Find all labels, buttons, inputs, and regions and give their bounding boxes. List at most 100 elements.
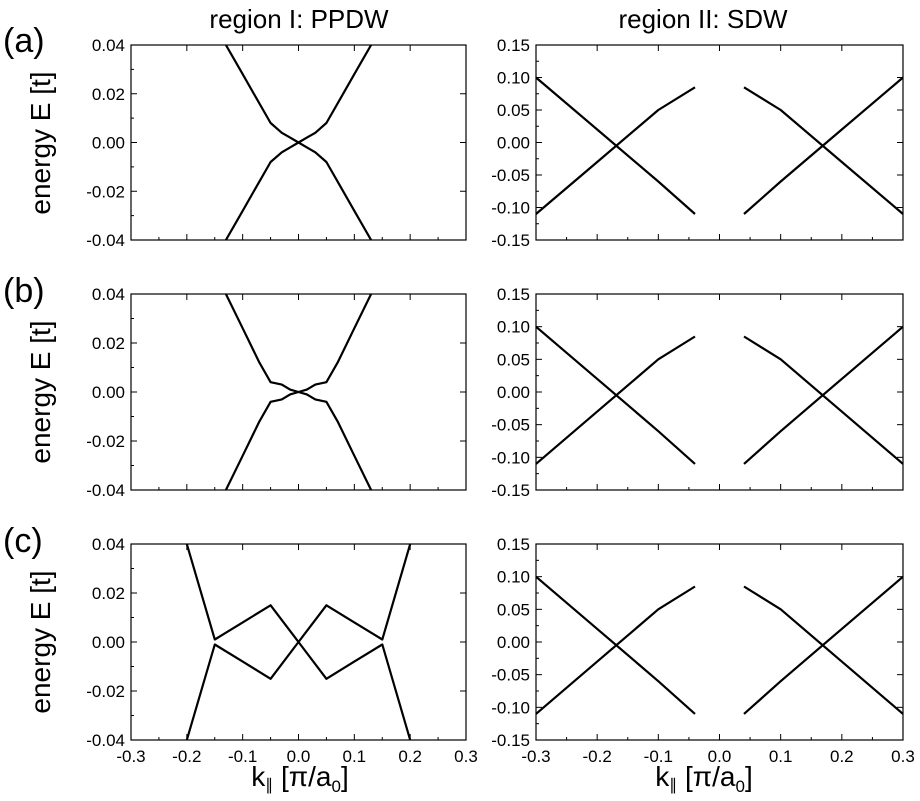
xtick-label: -0.2 — [583, 747, 612, 766]
ytick-label: -0.02 — [86, 682, 125, 701]
xlabel-right: k∥ [π/a0] — [655, 761, 752, 796]
ytick-label: 0.10 — [497, 318, 530, 337]
series-line-1 — [536, 325, 696, 465]
ytick-label: 0.02 — [92, 334, 125, 353]
xlabel-right-close: ] — [745, 761, 753, 792]
ytick-label: -0.05 — [491, 666, 530, 685]
plot-frame — [535, 44, 904, 241]
series-line-4 — [743, 335, 903, 465]
ytick-label: -0.10 — [491, 698, 530, 717]
plot-frame — [130, 293, 467, 491]
panel-1: 0.04 0.02 0.00 -0.02 -0.04 — [86, 36, 467, 250]
panel-4: 0.15 0.10 0.05 0.00 -0.05 -0.10 -0.15 — [491, 285, 904, 500]
ytick-label: -0.04 — [86, 731, 125, 750]
ytick-label: 0.02 — [92, 85, 125, 104]
series-group — [536, 76, 903, 215]
plot-frame — [535, 293, 904, 491]
xlabel-left-bracket: [π/a — [273, 761, 332, 792]
ytick-label: -0.15 — [491, 481, 530, 500]
ytick-label: 0.15 — [497, 535, 530, 554]
series-group — [536, 575, 903, 715]
ytick-label: -0.04 — [86, 481, 125, 500]
series-line-2 — [536, 585, 696, 715]
plot-frame — [130, 543, 467, 741]
xlabel-left-sub: ∥ — [265, 777, 273, 794]
series-line-4 — [743, 585, 903, 715]
ytick-label: 0.15 — [497, 285, 530, 304]
series-line-3 — [743, 76, 903, 215]
panel-label-b: (b) — [3, 272, 45, 310]
xlabel-left-close: ] — [341, 761, 349, 792]
ylabel-b: energy E [t] — [25, 320, 56, 463]
xtick-label: 0.1 — [769, 747, 793, 766]
series-line-1 — [536, 575, 696, 715]
col-title-right: region II: SDW — [618, 4, 788, 34]
series-line-3 — [743, 325, 903, 465]
xtick-label: -0.1 — [644, 747, 673, 766]
series-line-2 — [536, 335, 696, 465]
ylabel-c: energy E [t] — [25, 570, 56, 713]
ytick-label: -0.04 — [86, 231, 125, 250]
plot-frame — [535, 543, 904, 741]
panel-label-c: (c) — [3, 522, 43, 560]
ytick-label: 0.05 — [497, 101, 530, 120]
ytick-label: 0.00 — [92, 633, 125, 652]
ytick-label: 0.00 — [497, 383, 530, 402]
xtick-label: 0.3 — [454, 747, 478, 766]
series-group — [185, 544, 412, 740]
xlabel-left-bsub: 0 — [331, 777, 340, 796]
panels: 0.04 0.02 0.00 -0.02 -0.04 0.15 0.10 0.05 0.00 -0… — [86, 36, 915, 766]
xtick-label: 0.1 — [343, 747, 367, 766]
series-group — [224, 45, 373, 240]
panel-6: 0.15 0.10 0.05 0.00 -0.05 -0.10 -0.15-0.3 -0.2 -… — [491, 535, 915, 766]
ytick-label: 0.04 — [92, 535, 125, 554]
ytick-label: 0.00 — [92, 383, 125, 402]
ylabel-a: energy E [t] — [25, 71, 56, 214]
series-line-1 — [536, 76, 696, 215]
ytick-label: 0.05 — [497, 350, 530, 369]
ytick-label: 0.00 — [92, 134, 125, 153]
panel-3: 0.04 0.02 0.00 -0.02 -0.04 — [86, 285, 467, 500]
xtick-label: 0.2 — [830, 747, 854, 766]
xlabel-right-bracket: [π/a — [677, 761, 736, 792]
ytick-label: -0.05 — [491, 166, 530, 185]
ytick-label: 0.04 — [92, 36, 125, 55]
series-line-3 — [743, 575, 903, 715]
plot-frame — [130, 44, 467, 241]
xtick-label: -0.3 — [521, 747, 550, 766]
series-line-2 — [536, 86, 696, 215]
xlabel-right-main: k — [655, 761, 670, 792]
ytick-label: -0.15 — [491, 731, 530, 750]
series-line-4 — [743, 86, 903, 215]
ytick-label: -0.02 — [86, 432, 125, 451]
ytick-label: 0.00 — [497, 633, 530, 652]
xtick-label: -0.1 — [228, 747, 257, 766]
panel-label-a: (a) — [3, 22, 45, 60]
ytick-label: -0.10 — [491, 448, 530, 467]
col-title-left: region I: PPDW — [209, 4, 389, 34]
ytick-label: 0.10 — [497, 568, 530, 587]
series-line-2 — [185, 544, 412, 740]
ytick-label: 0.05 — [497, 600, 530, 619]
ytick-label: -0.10 — [491, 199, 530, 218]
panel-5: 0.04 0.02 0.00 -0.02 -0.04-0.3 -0.2 -0.1 0.0 0.1… — [86, 535, 478, 766]
ytick-label: 0.15 — [497, 36, 530, 55]
xtick-label: 0.0 — [708, 747, 732, 766]
ytick-label: 0.10 — [497, 69, 530, 88]
xtick-label: 0.3 — [891, 747, 915, 766]
series-line-2 — [224, 45, 373, 240]
ytick-label: -0.15 — [491, 231, 530, 250]
xlabel-left: k∥ [π/a0] — [251, 761, 348, 796]
xtick-label: -0.3 — [116, 747, 145, 766]
xtick-label: -0.2 — [172, 747, 201, 766]
series-line-2 — [224, 294, 373, 490]
ytick-label: 0.02 — [92, 584, 125, 603]
ytick-label: 0.04 — [92, 285, 125, 304]
xtick-label: 0.0 — [287, 747, 311, 766]
series-group — [536, 325, 903, 465]
xtick-label: 0.2 — [398, 747, 422, 766]
xlabel-right-bsub: 0 — [735, 777, 744, 796]
panel-2: 0.15 0.10 0.05 0.00 -0.05 -0.10 -0.15 — [491, 36, 904, 250]
ytick-label: -0.05 — [491, 416, 530, 435]
